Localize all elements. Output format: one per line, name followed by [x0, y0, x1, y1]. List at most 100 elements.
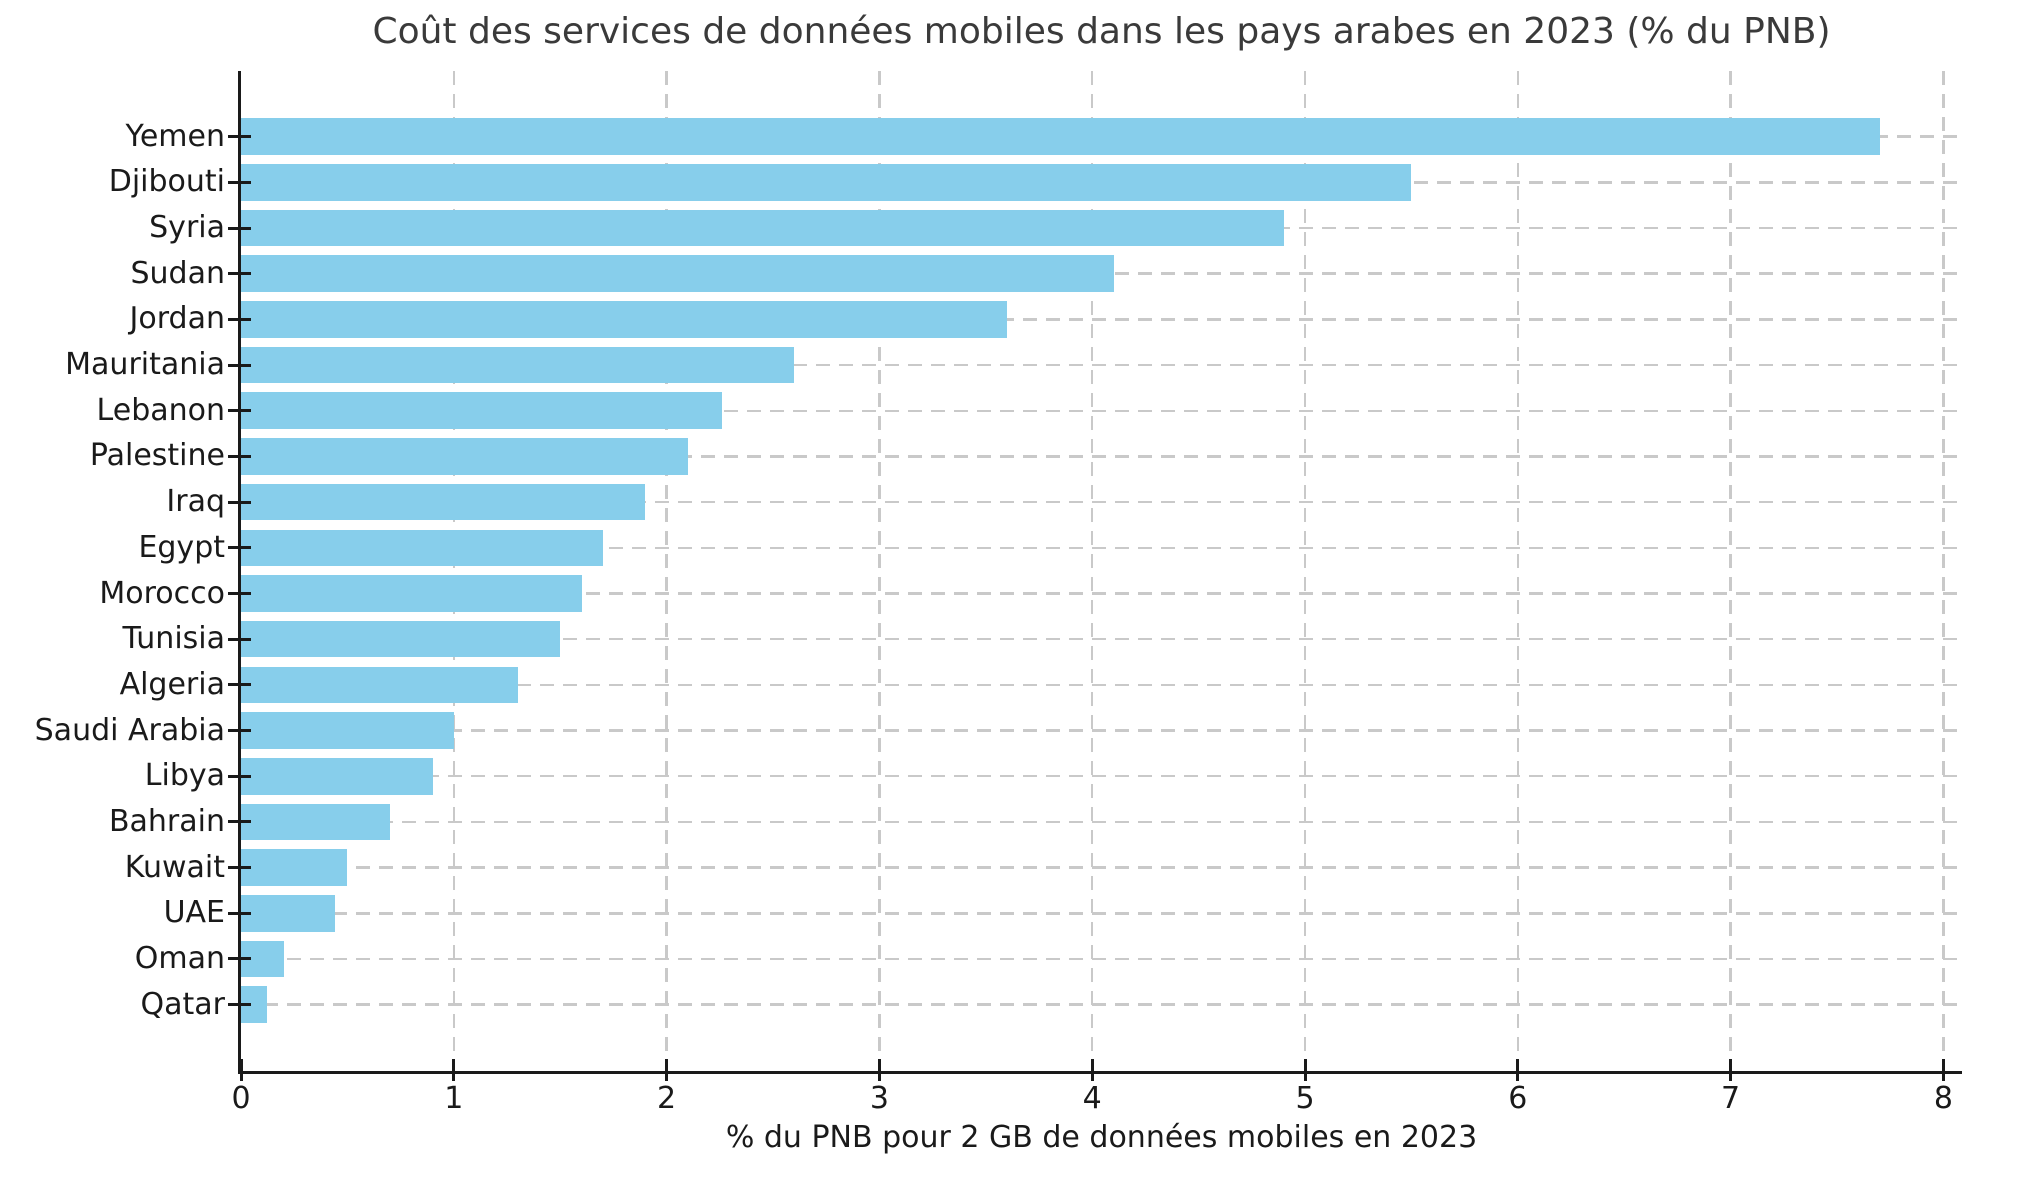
y-gridline-jordan [241, 318, 1962, 321]
y-tick-label-bahrain: Bahrain [108, 803, 225, 839]
y-gridline-kuwait [241, 866, 1962, 869]
bar-morocco [241, 575, 582, 612]
x-tick-6 [1516, 1059, 1520, 1081]
y-tick-yemen [228, 135, 251, 139]
x-gridline-2 [665, 71, 668, 1071]
y-tick-label-libya: Libya [144, 758, 225, 794]
bar-algeria [241, 666, 518, 704]
x-tick-3 [877, 1059, 881, 1081]
y-tick-label-egypt: Egypt [138, 529, 225, 565]
bar-palestine [241, 438, 688, 475]
x-axis-label: % du PNB pour 2 GB de données mobiles en… [725, 1120, 1478, 1155]
x-tick-1 [452, 1059, 456, 1081]
bar-kuwait [241, 849, 348, 886]
y-tick-label-sudan: Sudan [130, 255, 226, 291]
y-gridline-qatar [241, 1003, 1962, 1006]
chart-title: Coût des services de données mobiles dan… [372, 11, 1831, 52]
y-gridline-libya [241, 774, 1962, 778]
bar-djibouti [241, 164, 1412, 201]
x-tick-2 [665, 1059, 669, 1081]
bar-libya [241, 757, 433, 795]
y-gridline-egypt [241, 546, 1962, 550]
x-gridline-6 [1516, 71, 1520, 1071]
y-tick-label-jordan: Jordan [129, 301, 225, 337]
y-gridline-mauritania [241, 363, 1962, 367]
y-tick-label-morocco: Morocco [99, 575, 225, 611]
y-tick-label-djibouti: Djibouti [108, 164, 225, 200]
bar-syria [241, 209, 1284, 247]
y-tick-label-mauritania: Mauritania [65, 347, 225, 383]
bar-sudan [241, 255, 1114, 293]
y-tick-oman [228, 957, 251, 961]
x-tick-label-1: 1 [444, 1081, 464, 1116]
x-tick-label-6: 6 [1508, 1081, 1528, 1116]
x-tick-label-7: 7 [1721, 1081, 1741, 1116]
y-gridline-palestine [241, 455, 1962, 458]
x-tick-label-3: 3 [869, 1081, 889, 1116]
y-tick-qatar [228, 1003, 251, 1007]
x-tick-4 [1090, 1059, 1094, 1081]
bar-bahrain [241, 803, 390, 841]
x-gridline-5 [1303, 71, 1307, 1071]
y-tick-label-kuwait: Kuwait [124, 849, 225, 885]
y-tick-mauritania [228, 363, 251, 367]
x-gridline-1 [452, 71, 456, 1071]
y-gridline-lebanon [241, 409, 1962, 413]
bar-egypt [241, 529, 603, 567]
plot-area: Yemen Djibouti Syria Sudan Jordan Mauritania L… [35, 71, 1962, 1116]
y-tick-tunisia [228, 637, 251, 641]
x-gridline-7 [1729, 71, 1732, 1071]
y-gridline-iraq [241, 500, 1962, 504]
y-tick-uae [228, 911, 251, 915]
x-gridline-4 [1090, 71, 1094, 1071]
y-tick-morocco [228, 592, 251, 595]
y-tick-palestine [228, 454, 251, 458]
y-tick-sudan [228, 272, 251, 276]
y-tick-label-oman: Oman [134, 940, 225, 976]
bar-uae [241, 894, 335, 932]
bar-jordan [241, 301, 1008, 338]
y-tick-bahrain [228, 820, 251, 824]
bar-lebanon [241, 392, 722, 430]
y-tick-label-saudi-arabia: Saudi Arabia [34, 712, 225, 748]
y-tick-egypt [228, 546, 251, 550]
y-tick-libya [228, 774, 251, 778]
x-tick-label-5: 5 [1295, 1081, 1315, 1116]
y-tick-saudi-arabia [228, 729, 251, 733]
y-tick-label-lebanon: Lebanon [96, 392, 225, 428]
y-tick-label-syria: Syria [149, 210, 225, 246]
x-tick-label-8: 8 [1933, 1081, 1953, 1116]
y-tick-algeria [228, 683, 251, 687]
bar-saudi-arabia [241, 712, 454, 749]
x-gridline-3 [878, 71, 881, 1071]
bar-tunisia [241, 620, 561, 658]
y-gridline-bahrain [241, 820, 1962, 824]
y-gridline-tunisia [241, 637, 1962, 641]
y-tick-jordan [228, 317, 251, 321]
y-gridline-saudi-arabia [241, 729, 1962, 732]
y-tick-label-yemen: Yemen [125, 118, 226, 154]
x-tick-0 [239, 1059, 243, 1081]
x-tick-8 [1941, 1059, 1945, 1081]
y-gridline-algeria [241, 683, 1962, 687]
x-tick-label-2: 2 [657, 1081, 677, 1116]
y-tick-label-tunisia: Tunisia [122, 621, 225, 657]
y-tick-syria [228, 226, 251, 230]
bar-yemen [241, 118, 1880, 155]
y-tick-label-qatar: Qatar [140, 986, 225, 1022]
y-tick-lebanon [228, 409, 251, 413]
y-tick-kuwait [228, 866, 251, 870]
y-gridline-uae [241, 912, 1962, 915]
y-tick-label-iraq: Iraq [166, 484, 225, 520]
y-gridline-oman [241, 957, 1962, 961]
y-tick-label-uae: UAE [163, 895, 225, 931]
x-tick-5 [1303, 1059, 1307, 1081]
y-tick-iraq [228, 500, 251, 504]
y-gridline-morocco [241, 592, 1962, 595]
y-tick-label-algeria: Algeria [119, 666, 225, 702]
x-gridline-8 [1942, 71, 1945, 1071]
y-tick-label-palestine: Palestine [89, 438, 225, 474]
bar-iraq [241, 483, 646, 521]
bar-mauritania [241, 346, 795, 384]
